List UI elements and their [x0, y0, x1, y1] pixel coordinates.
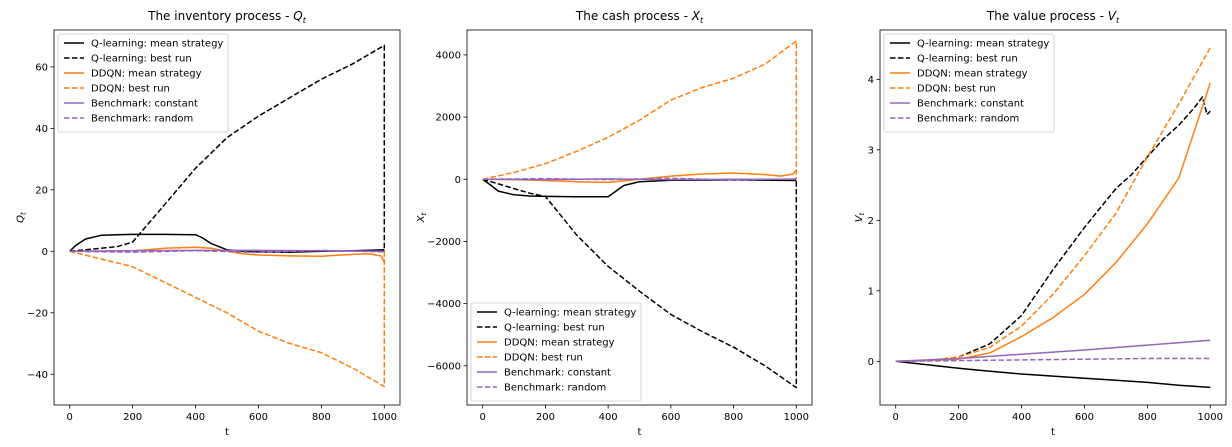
- series-line-1: [482, 178, 797, 198]
- x-tick-label: 1000: [372, 412, 397, 423]
- x-tick-label: 0: [479, 412, 485, 423]
- chart-panel-3: 0 200 400 600 800 1000 0 1 2 3 4 The value process …: [854, 9, 1227, 438]
- legend-box: [470, 302, 642, 402]
- y-tick-label: 60: [35, 62, 48, 73]
- series-line-4: [482, 40, 798, 181]
- y-tick-label: 3: [868, 145, 874, 156]
- series-line-1: [69, 233, 385, 253]
- legend-label: Q-learning: mean strategy: [917, 39, 1049, 50]
- y-tick-label: −2000: [427, 237, 461, 248]
- y-tick-label: −40: [27, 370, 48, 381]
- legend-label: Benchmark: constant: [917, 99, 1024, 110]
- x-tick-label: 600: [249, 412, 268, 423]
- y-tick-label: 20: [35, 185, 48, 196]
- legend: Q-learning: mean strategy Q-learning: bes…: [883, 33, 1055, 133]
- series-line-2: [69, 44, 386, 253]
- legend-label: Benchmark: random: [91, 114, 193, 125]
- x-tick-label: 800: [1138, 412, 1157, 423]
- y-tick-label: 0: [868, 357, 874, 368]
- y-axis-label: Xt: [416, 212, 428, 223]
- series-line-1: [895, 360, 1211, 389]
- y-tick-label: 2000: [436, 113, 461, 124]
- x-tick-label: 800: [724, 412, 743, 423]
- plot-frame: [53, 29, 401, 406]
- legend-label: Q-learning: mean strategy: [91, 39, 223, 50]
- y-tick-label: 2: [868, 216, 874, 227]
- series-line-6: [482, 177, 797, 181]
- series-line-6: [895, 357, 1211, 363]
- plot-frame: [466, 29, 813, 406]
- chart-panel-2: 0 200 400 600 800 1000 −6000 −4000 −2000 0 2000 400…: [416, 9, 813, 438]
- legend-box: [883, 33, 1055, 133]
- y-tick-label: 4: [868, 75, 874, 86]
- legend-label: Q-learning: best run: [504, 323, 605, 334]
- x-tick-label: 800: [312, 412, 331, 423]
- legend-label: Benchmark: random: [504, 383, 606, 394]
- series-line-3: [482, 169, 797, 184]
- legend-label: DDQN: best run: [917, 84, 996, 95]
- x-tick-label: 600: [1075, 412, 1094, 423]
- series-line-5: [482, 178, 797, 181]
- y-tick-label: 1: [868, 286, 874, 297]
- x-tick-label: 400: [186, 412, 205, 423]
- y-tick-label: 0: [42, 247, 48, 258]
- y-tick-label: −4000: [427, 299, 461, 310]
- chart-title: The cash process - Xt: [575, 9, 704, 25]
- y-axis-label: Qt: [15, 212, 27, 223]
- y-tick-label: 0: [455, 175, 461, 186]
- x-tick-label: 200: [536, 412, 555, 423]
- series-line-2: [482, 178, 798, 389]
- legend-label: Q-learning: best run: [917, 54, 1018, 65]
- x-tick-label: 200: [123, 412, 142, 423]
- legend-label: DDQN: mean strategy: [917, 69, 1028, 80]
- x-tick-label: 400: [1012, 412, 1031, 423]
- series-line-4: [69, 250, 386, 388]
- legend-label: DDQN: best run: [91, 84, 170, 95]
- legend-label: Q-learning: best run: [91, 54, 192, 65]
- legend-label: DDQN: mean strategy: [504, 338, 615, 349]
- x-axis-label: t: [1051, 427, 1055, 438]
- legend-label: DDQN: mean strategy: [91, 69, 202, 80]
- chart-panel-1: 0 200 400 600 800 1000 −40 −20 0 20 40 60 The invent…: [15, 9, 401, 438]
- x-tick-label: 1000: [784, 412, 809, 423]
- legend: Q-learning: mean strategy Q-learning: bes…: [57, 33, 229, 133]
- y-axis-label: Vt: [854, 212, 866, 222]
- y-tick-label: 40: [35, 124, 48, 135]
- y-tick-label: 4000: [436, 50, 461, 61]
- legend-box: [57, 33, 229, 133]
- y-tick-label: −20: [27, 308, 48, 319]
- legend-label: Benchmark: constant: [91, 99, 198, 110]
- legend: Q-learning: mean strategy Q-learning: bes…: [470, 302, 642, 402]
- x-tick-label: 1000: [1198, 412, 1223, 423]
- x-tick-label: 0: [67, 412, 73, 423]
- x-axis-label: t: [225, 427, 229, 438]
- legend-label: Q-learning: mean strategy: [504, 308, 636, 319]
- plot-frame: [879, 29, 1227, 406]
- series-line-5: [895, 339, 1211, 363]
- chart-title: The inventory process - Qt: [147, 9, 307, 25]
- series-line-2: [895, 96, 1211, 363]
- series-line-6: [69, 249, 385, 254]
- chart-title: The value process - Vt: [986, 9, 1120, 25]
- x-tick-label: 600: [661, 412, 680, 423]
- legend-label: Benchmark: constant: [504, 368, 611, 379]
- x-tick-label: 0: [893, 412, 899, 423]
- x-axis-label: t: [638, 427, 642, 438]
- x-tick-label: 400: [599, 412, 618, 423]
- legend-label: Benchmark: random: [917, 114, 1019, 125]
- legend-label: DDQN: best run: [504, 353, 583, 364]
- y-tick-label: −6000: [427, 361, 461, 372]
- x-tick-label: 200: [949, 412, 968, 423]
